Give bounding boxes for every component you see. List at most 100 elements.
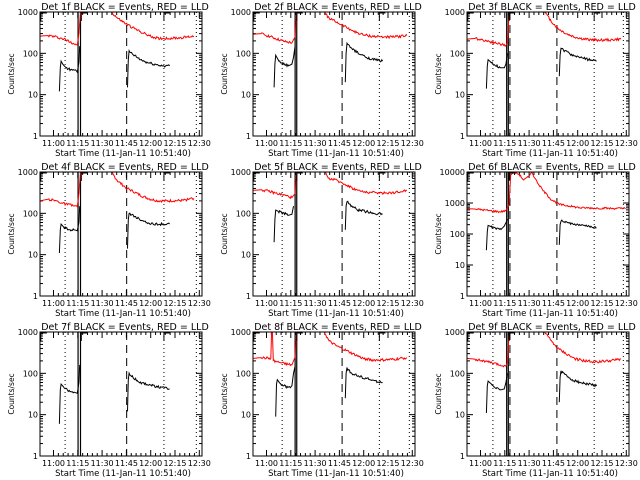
events-series-line [273,206,294,243]
y-tick-label: 1000 [18,168,38,177]
x-tick-label: 11:30 [518,459,541,468]
lld-series-line [544,332,622,364]
events-series-line [485,373,508,414]
x-tick-label: 12:15 [376,459,399,468]
event-end-bracket-E [163,172,170,181]
chart-title: Det 9f BLACK = Events, RED = LLD [468,322,636,333]
x-tick-label: 11:45 [328,299,351,308]
y-axis-label: Counts/sec [220,53,229,94]
x-tick-label: 12:00 [139,139,162,148]
plot-frame [466,331,630,457]
plot-frame [252,11,416,137]
x-tick-label: 12:00 [566,299,589,308]
lld-series-line [40,172,81,208]
lld-series-line [40,12,81,46]
y-tick-label: 1000 [445,8,465,17]
x-tick-label: 12:30 [401,459,424,468]
x-tick-label: 11:00 [255,459,278,468]
y-tick-label: 100 [236,49,251,58]
x-tick-label: 12:00 [352,139,375,148]
plot-frame [39,11,203,137]
x-axis-label: Start Time (11-Jan-11 10:51:40) [268,309,404,319]
y-tick-label: 10000 [440,168,465,177]
events-series-line [273,46,296,88]
event-end-bracket-E [593,12,601,21]
x-axis-label: Start Time (11-Jan-11 10:51:40) [55,309,191,319]
y-tick-label: 10 [28,251,38,260]
plot-area [253,12,410,136]
y-axis-label: Counts/sec [7,213,16,254]
x-tick-label: 11:30 [518,299,541,308]
events-series-line [344,367,383,399]
events-series-line [344,41,384,83]
event-start-bracket-E [40,12,47,21]
x-tick-label: 11:30 [518,139,541,148]
lld-series-line [324,172,407,195]
chart-title: Det 5f BLACK = Events, RED = LLD [254,162,422,173]
x-tick-label: 12:30 [401,299,424,308]
chart-title: Det 6f BLACK = Events, RED = LLD [468,162,636,173]
event-start-bracket-E [40,332,47,341]
x-tick-label: 12:00 [566,459,589,468]
lld-series-line [324,12,408,40]
x-tick-label: 12:15 [163,299,186,308]
lld-series-line [323,332,408,363]
y-tick-label: 1 [33,132,38,141]
events-series-line [558,47,597,77]
x-tick-label: 12:15 [590,139,613,148]
plot-frame [39,171,203,297]
y-tick-label: 1000 [231,328,251,337]
plot-area [40,12,197,136]
event-bracket-S [296,172,303,181]
events-series-line [58,206,81,254]
chart-title: Det 3f BLACK = Events, RED = LLD [468,2,636,13]
x-tick-label: 11:30 [304,299,327,308]
plot-frame [466,171,630,297]
x-tick-label: 11:45 [115,139,138,148]
panel-det-3f: Det 3f BLACK = Events, RED = LLD Counts/s… [434,2,638,159]
x-tick-label: 12:00 [352,299,375,308]
event-bracket-S [80,172,88,181]
x-tick-label: 11:45 [328,459,351,468]
x-tick-label: 11:30 [91,139,114,148]
x-tick-label: 12:15 [376,299,399,308]
x-tick-label: 11:30 [91,299,114,308]
plot-frame [39,331,203,457]
y-tick-label: 100 [23,49,38,58]
event-bracket-S [80,332,88,341]
event-start-bracket-E [253,12,260,21]
plot-area [40,172,197,296]
x-tick-label: 12:30 [188,139,211,148]
event-end-bracket-E [163,12,170,21]
x-tick-label: 11:15 [66,299,89,308]
lld-series-line [467,332,510,368]
y-axis-label: Counts/sec [434,373,443,414]
x-tick-label: 11:00 [469,459,492,468]
x-tick-label: 11:00 [469,299,492,308]
events-series-line [485,218,508,251]
y-tick-label: 10 [241,251,251,260]
panel-det-7f: Det 7f BLACK = Events, RED = LLD Counts/s… [7,322,211,479]
x-tick-label: 11:00 [42,459,65,468]
plot-area [467,172,626,296]
y-tick-label: 100 [450,230,465,239]
x-tick-label: 11:15 [493,299,516,308]
plot-area [58,332,197,456]
y-tick-label: 100 [450,369,465,378]
y-axis-label: Counts/sec [220,213,229,254]
x-tick-label: 11:15 [66,139,89,148]
y-tick-label: 1000 [231,8,251,17]
y-tick-label: 10 [455,261,465,270]
y-tick-label: 1 [246,452,251,461]
y-tick-label: 1000 [18,328,38,337]
events-series-line [558,219,597,245]
chart-title: Det 2f BLACK = Events, RED = LLD [254,2,422,13]
y-tick-label: 1000 [445,328,465,337]
y-tick-label: 1 [33,452,38,461]
y-axis-label: Counts/sec [7,53,16,94]
panel-det-1f: Det 1f BLACK = Events, RED = LLD Counts/s… [7,2,211,159]
events-series-line [127,48,170,88]
y-axis-label: Counts/sec [434,213,443,254]
y-tick-label: 1 [460,132,465,141]
